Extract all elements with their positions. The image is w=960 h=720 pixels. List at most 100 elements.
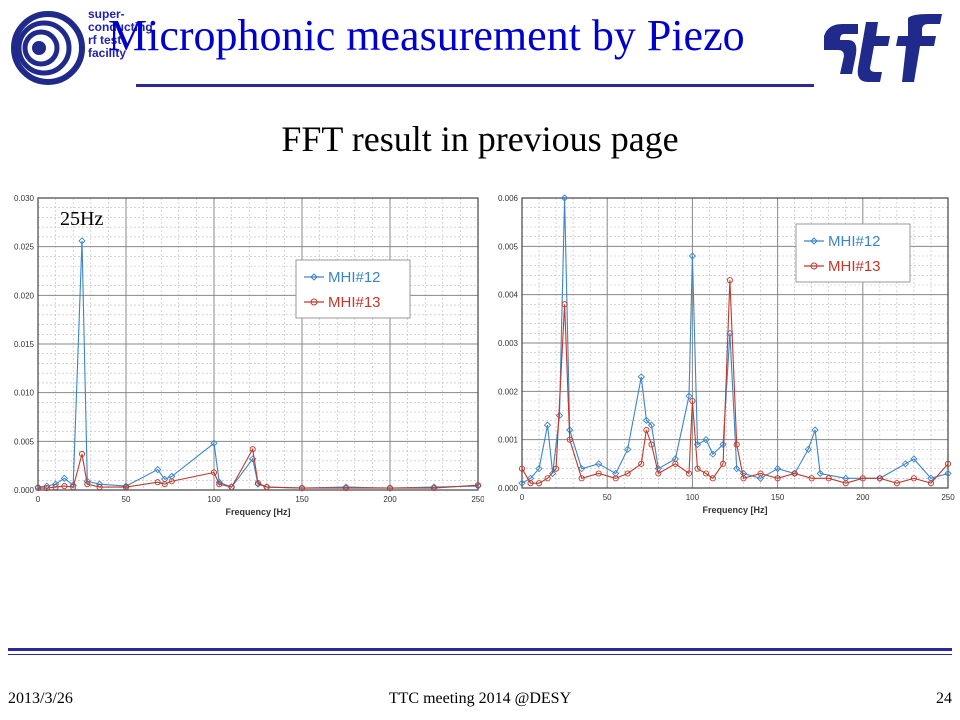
data-point [757, 470, 764, 477]
data-point [60, 474, 69, 482]
data-point [720, 460, 727, 467]
data-point [671, 455, 679, 463]
data-point [910, 475, 917, 482]
data-point [901, 460, 910, 468]
data-point [685, 392, 693, 400]
data-point [518, 479, 526, 487]
data-point [791, 470, 798, 477]
data-point [876, 475, 883, 482]
data-point [842, 480, 849, 487]
data-point [210, 469, 218, 476]
data-point [430, 485, 438, 492]
x-axis-label: Frequency [Hz] [702, 505, 767, 515]
series-line-2 [521, 280, 949, 484]
data-point [298, 485, 306, 492]
data-point [168, 472, 176, 481]
page-title: Microphonic measurement by Piezo [108, 11, 745, 60]
y-tick-label: 0.005 [498, 242, 519, 251]
legend-label: MHI#13 [328, 294, 381, 311]
data-point [927, 474, 935, 482]
data-point [78, 237, 86, 245]
data-point [944, 460, 952, 467]
data-point [709, 450, 717, 458]
data-point [685, 470, 693, 477]
y-tick-label: 0.003 [498, 339, 519, 348]
x-tick-label: 150 [295, 495, 309, 504]
data-point [543, 421, 552, 429]
data-point [96, 484, 103, 491]
data-point [702, 436, 710, 444]
data-point [624, 470, 631, 477]
x-tick-label: 250 [941, 493, 955, 502]
data-point [578, 475, 585, 482]
x-tick-label: 100 [207, 495, 221, 504]
data-point [733, 465, 741, 473]
data-point [216, 481, 223, 488]
data-point [642, 416, 651, 424]
data-point [804, 445, 812, 453]
y-tick-label: 0.020 [14, 291, 35, 300]
data-point [249, 446, 256, 453]
legend-marker [810, 262, 818, 270]
x-tick-label: 0 [36, 495, 41, 504]
data-point [553, 465, 560, 472]
data-point [154, 465, 162, 474]
y-tick-label: 0.005 [14, 437, 35, 446]
data-point [34, 485, 42, 492]
data-point [648, 441, 655, 448]
y-tick-label: 0.030 [14, 194, 35, 203]
x-tick-label: 0 [520, 493, 525, 502]
data-point [893, 480, 900, 487]
data-point [535, 465, 543, 473]
data-point [694, 465, 701, 472]
data-point [161, 481, 168, 488]
data-point [254, 480, 262, 487]
data-point [544, 475, 551, 482]
data-point [69, 481, 77, 489]
data-point [578, 465, 586, 473]
data-point [555, 411, 564, 420]
footer-date: 2013/3/26 [8, 690, 73, 707]
legend-box [295, 259, 411, 319]
legend-marker [310, 273, 318, 281]
data-point [474, 482, 482, 489]
data-point [526, 474, 535, 482]
peak-annotation: 25Hz [60, 208, 104, 230]
data-point [927, 480, 935, 487]
footer-event: TTC meeting 2014 @DESY [388, 690, 572, 707]
data-point [78, 450, 86, 458]
data-point [210, 439, 218, 447]
fft-chart-right: 0.000 0.001 0.002 0.003 0.004 0.005 0.006 0 50 10… [490, 190, 956, 520]
data-point [215, 478, 223, 486]
footer-divider-thin [8, 654, 952, 655]
data-point [740, 475, 747, 482]
data-point [672, 460, 679, 467]
plot-frame [37, 197, 479, 491]
x-tick-label: 100 [686, 493, 700, 502]
logo-text: super- conducting rf test facility [88, 7, 153, 60]
legend-label: MHI#13 [828, 258, 881, 275]
data-point [859, 475, 866, 482]
footer-divider [8, 648, 952, 651]
data-point [527, 480, 534, 487]
data-point [808, 475, 815, 482]
data-point [43, 482, 51, 490]
x-tick-label: 200 [856, 493, 870, 502]
data-point [154, 479, 161, 486]
data-point [61, 483, 68, 490]
data-point [726, 277, 733, 284]
series-line-1 [521, 197, 949, 484]
data-point [161, 475, 169, 483]
x-axis-label: Frequency [Hz] [225, 507, 290, 517]
y-tick-label: 0.015 [14, 340, 35, 349]
y-tick-label: 0.002 [498, 387, 519, 396]
legend-marker [310, 298, 318, 306]
x-tick-label: 50 [603, 493, 612, 502]
data-point [944, 469, 952, 478]
data-point [518, 465, 526, 472]
data-point [386, 485, 394, 492]
y-tick-label: 0.000 [498, 484, 519, 493]
data-point [709, 475, 716, 482]
data-point [647, 421, 656, 429]
data-point [549, 469, 557, 478]
